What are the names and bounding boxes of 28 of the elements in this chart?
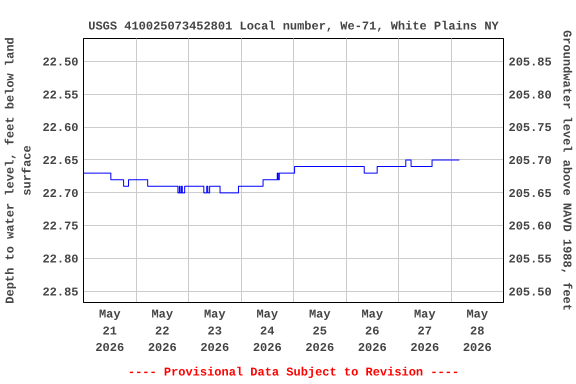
y2-tick-label: 205.85 <box>508 55 552 70</box>
y2-tick-label: 205.80 <box>508 88 552 102</box>
x-tick-label: May 23 2026 <box>200 308 230 356</box>
y2-tick-label: 205.70 <box>508 154 552 168</box>
y2-axis-title: Groundwater level above NAVD 1988, feet <box>560 30 574 311</box>
x-tick-label: May 25 2026 <box>305 308 334 356</box>
chart-title: USGS 410025073452801 Local number, We-71, White Plains NY <box>88 20 500 34</box>
y-tick-label: 22.70 <box>42 186 79 201</box>
x-tick-label: May 22 2026 <box>148 308 177 356</box>
x-tick-label: May 27 2026 <box>410 308 440 356</box>
x-tick-label: May 28 2026 <box>462 308 492 356</box>
y-tick-label: 22.85 <box>42 285 79 300</box>
x-tick-label: May 21 2026 <box>95 308 124 356</box>
y-tick-label: 22.75 <box>42 220 79 234</box>
y2-tick-label: 205.65 <box>508 186 552 201</box>
x-tick-label: May 24 2026 <box>252 308 282 356</box>
y-tick-label: 22.80 <box>42 252 79 266</box>
x-tick-label: May 26 2026 <box>358 308 387 356</box>
y-tick-label: 22.50 <box>42 55 79 70</box>
y2-tick-label: 205.75 <box>508 121 552 136</box>
y-axis-title: Depth to water level, feet below land surface <box>4 37 34 304</box>
y2-tick-label: 205.60 <box>508 220 552 234</box>
y-tick-label: 22.55 <box>42 88 79 102</box>
text: ---- Provisional Data Subject to Revision ---- <box>128 366 460 380</box>
y2-tick-label: 205.50 <box>508 285 552 300</box>
y-tick-label: 22.65 <box>42 154 79 168</box>
y2-tick-label: 205.55 <box>508 252 552 266</box>
y-tick-label: 22.60 <box>42 121 79 136</box>
